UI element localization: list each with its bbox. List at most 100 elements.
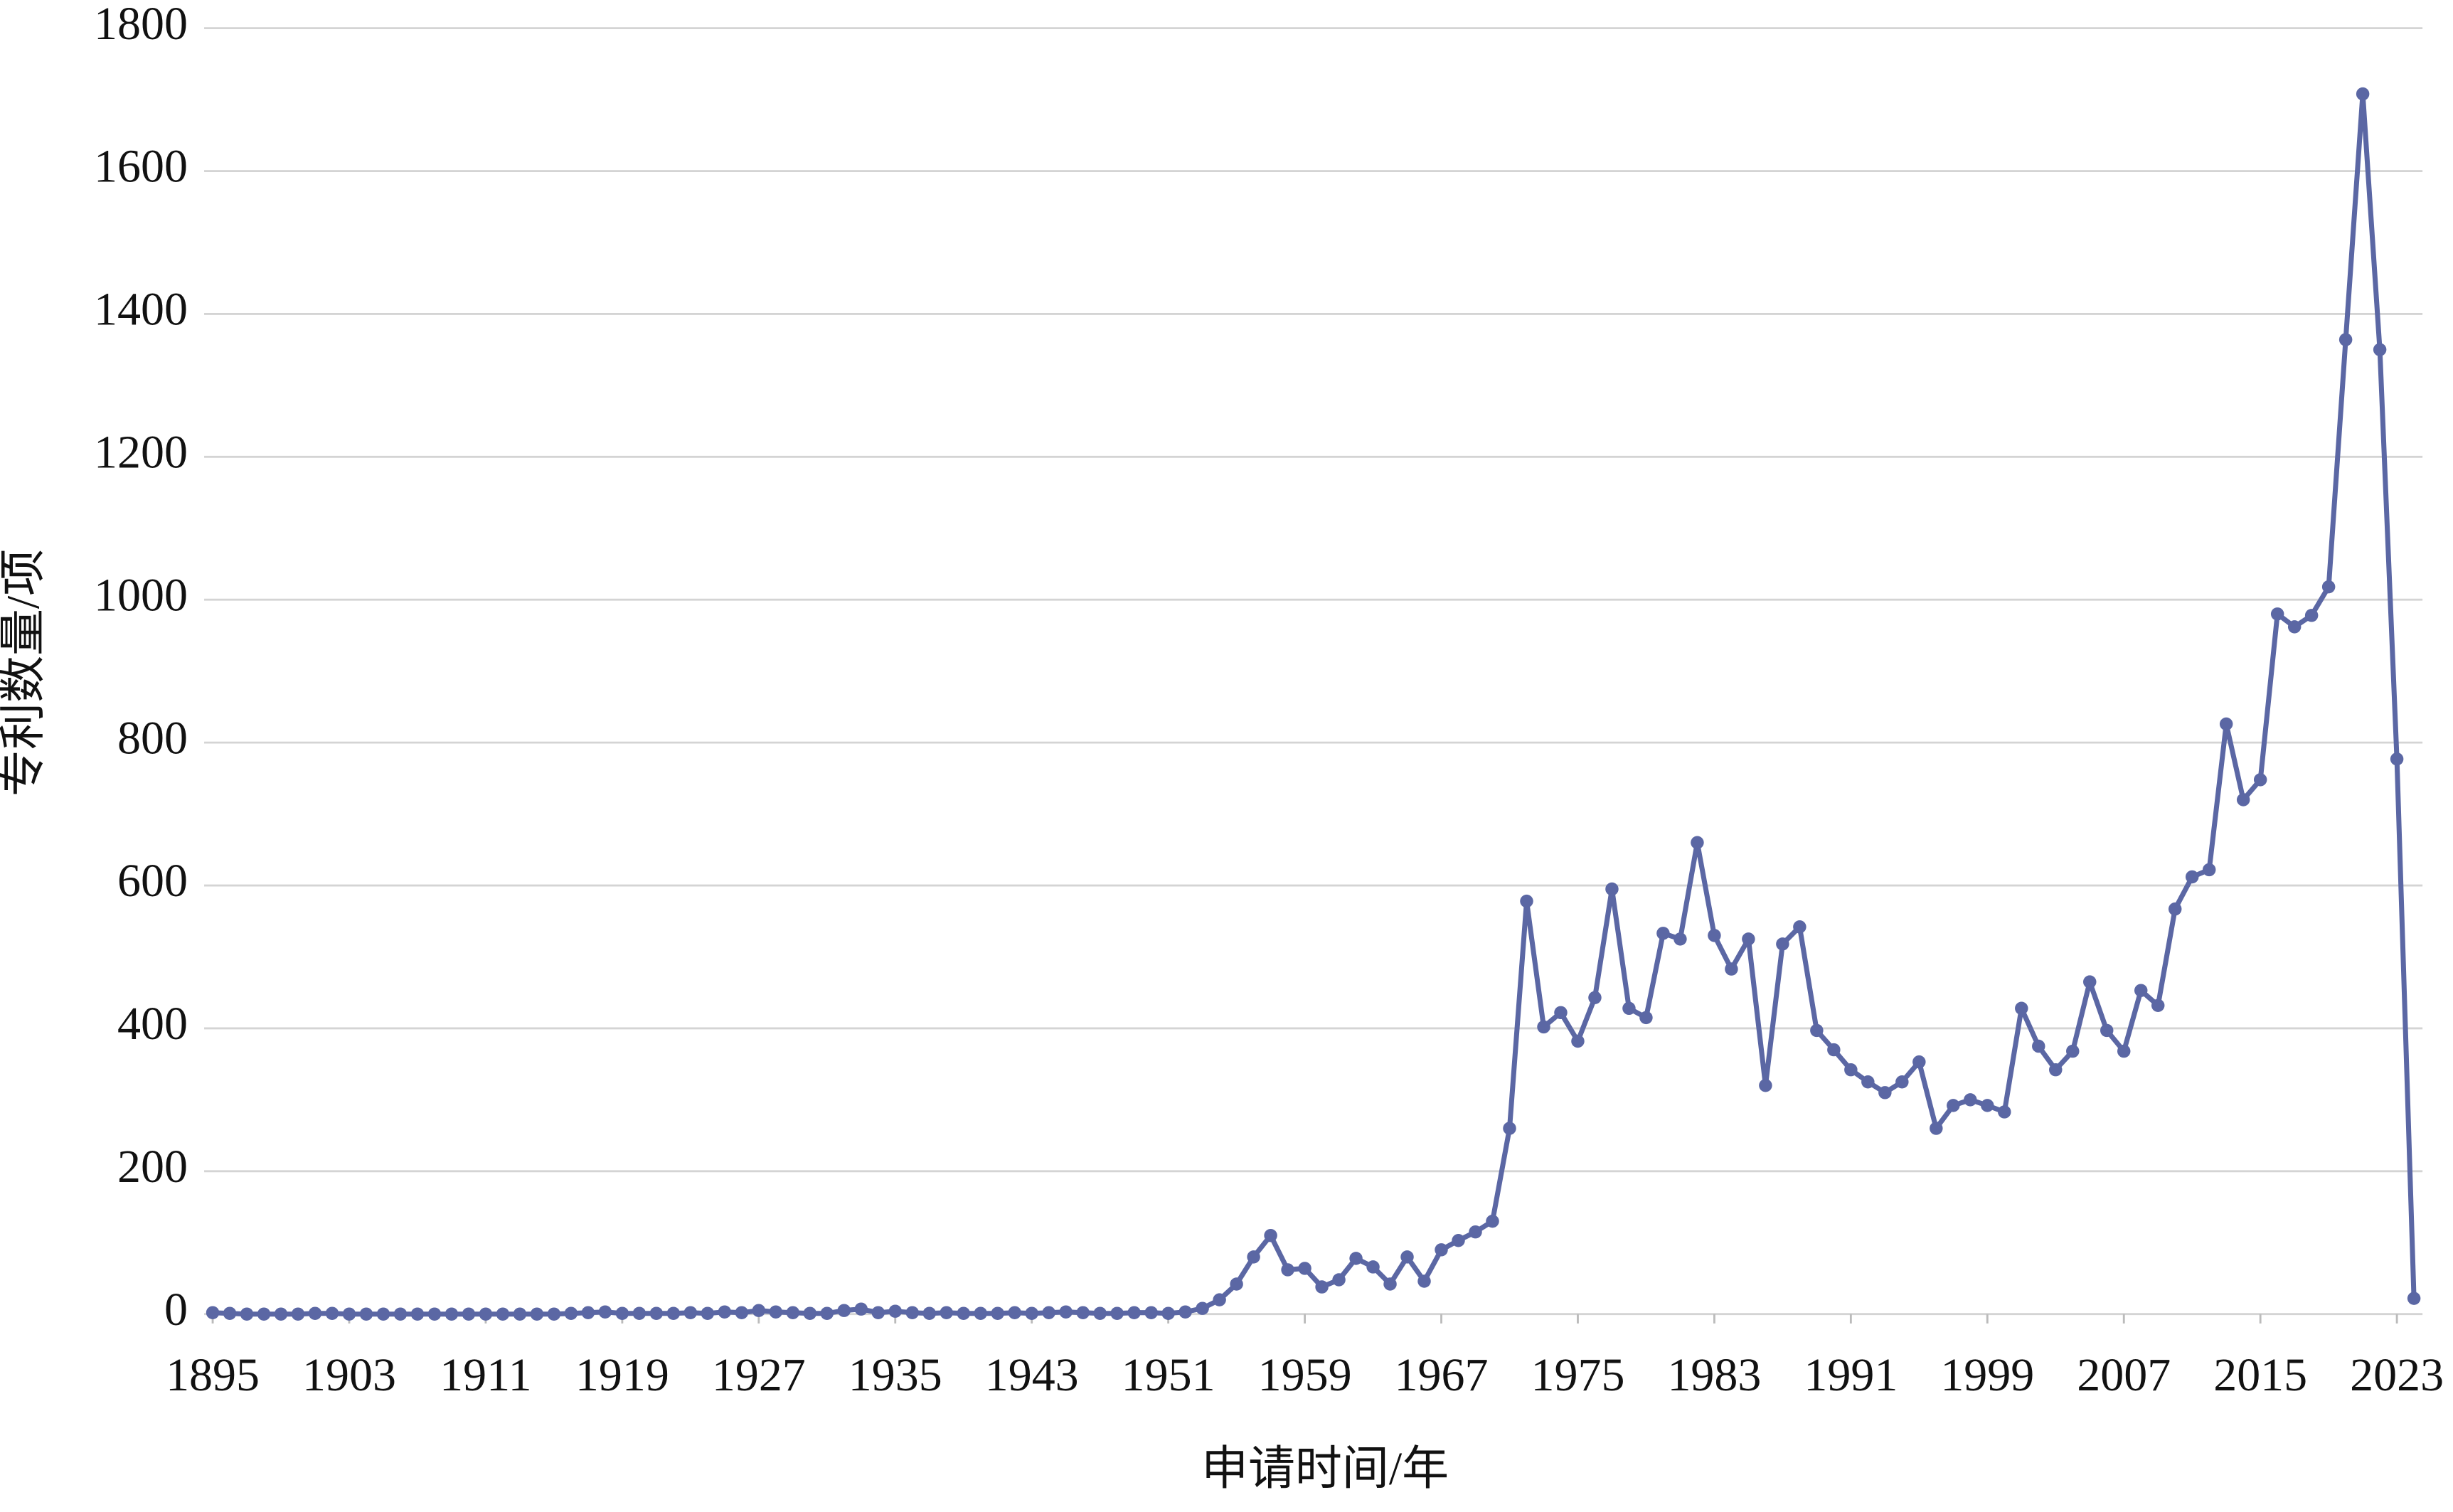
data-point [2134,984,2148,997]
data-point [615,1306,629,1320]
data-point [530,1307,544,1321]
x-tick-label: 1895 [166,1349,260,1401]
data-point [957,1306,970,1320]
data-point [1520,894,1533,908]
data-point [1503,1122,1516,1135]
data-point [2049,1063,2063,1077]
y-tick-label: 1000 [94,569,188,621]
x-tick-label: 1903 [302,1349,396,1401]
x-tick-label: 1991 [1804,1349,1898,1401]
data-point [769,1305,783,1319]
data-point [1230,1277,1243,1291]
data-point [1844,1063,1858,1077]
data-point [1691,836,1704,849]
data-point [479,1307,493,1321]
data-point [547,1307,561,1321]
data-point [1708,929,1721,942]
data-point [2270,607,2284,621]
data-point [1639,1011,1653,1025]
x-tick-label: 2023 [2350,1349,2444,1401]
data-point [2100,1023,2114,1038]
data-point [1588,991,1602,1004]
data-point [2168,902,2182,916]
data-point [2338,333,2353,346]
data-point [274,1307,288,1321]
data-point [1042,1306,1055,1319]
data-point [1742,932,1755,946]
data-point [2373,343,2387,356]
data-point [1196,1301,1209,1315]
data-point [1110,1306,1124,1320]
data-point [888,1304,902,1318]
data-point [1093,1306,1107,1320]
data-point [2117,1044,2131,1058]
data-point [223,1306,237,1320]
y-tick-label: 800 [117,712,188,764]
data-point [1332,1273,1346,1287]
data-point [1127,1306,1141,1319]
data-point [1417,1274,1431,1288]
data-point [1827,1043,1841,1057]
data-point [1469,1225,1482,1239]
x-tick-label: 1967 [1395,1349,1489,1401]
data-point [2407,1292,2421,1305]
data-point [2219,717,2233,731]
data-point [2066,1044,2080,1058]
data-point [240,1307,254,1321]
data-point [1161,1306,1175,1320]
data-point [1452,1234,1465,1247]
data-point [735,1306,749,1319]
x-tick-label: 2015 [2213,1349,2307,1401]
data-point [325,1306,339,1320]
data-point [308,1306,322,1320]
data-point [1400,1250,1414,1264]
data-point [1622,1001,1636,1016]
data-point [632,1306,646,1320]
data-point [2321,580,2336,594]
data-point [445,1307,459,1321]
data-point [2151,999,2165,1013]
data-point [1008,1306,1021,1319]
x-tick-label: 1959 [1258,1349,1352,1401]
data-point [1264,1228,1277,1242]
x-tick-label: 1943 [985,1349,1079,1401]
data-point [1947,1099,1960,1112]
data-point [1315,1280,1329,1294]
data-point [1964,1093,1977,1107]
x-tick-label: 1919 [575,1349,669,1401]
data-point [1810,1023,1824,1038]
y-tick-label: 1400 [94,284,188,336]
y-tick-label: 400 [117,998,188,1050]
data-point [1912,1055,1926,1069]
data-point [1298,1262,1311,1275]
data-point [257,1307,271,1321]
data-point [905,1306,919,1319]
y-tick-label: 1200 [94,426,188,478]
data-line [212,91,2417,1317]
data-point [2253,773,2267,787]
x-tick-label: 2007 [2077,1349,2171,1401]
data-point [1025,1306,1038,1320]
y-tick-label: 1800 [94,0,188,50]
y-tick-label: 0 [164,1284,188,1336]
data-point [1383,1277,1397,1291]
data-point [1930,1122,1943,1135]
data-point [1076,1306,1090,1319]
data-point [496,1307,510,1321]
data-point [701,1306,715,1320]
data-point [2236,793,2250,806]
data-point [2202,863,2216,877]
data-point [1998,1105,2011,1119]
data-point [803,1306,817,1320]
data-point [666,1306,681,1320]
data-point [427,1307,442,1321]
data-point [1554,1006,1568,1020]
data-point [1281,1263,1294,1277]
data-point [2356,87,2370,101]
data-point [206,1306,220,1319]
data-point [1435,1243,1448,1257]
data-point [1486,1214,1499,1228]
data-point [837,1304,851,1317]
data-point [598,1305,612,1319]
